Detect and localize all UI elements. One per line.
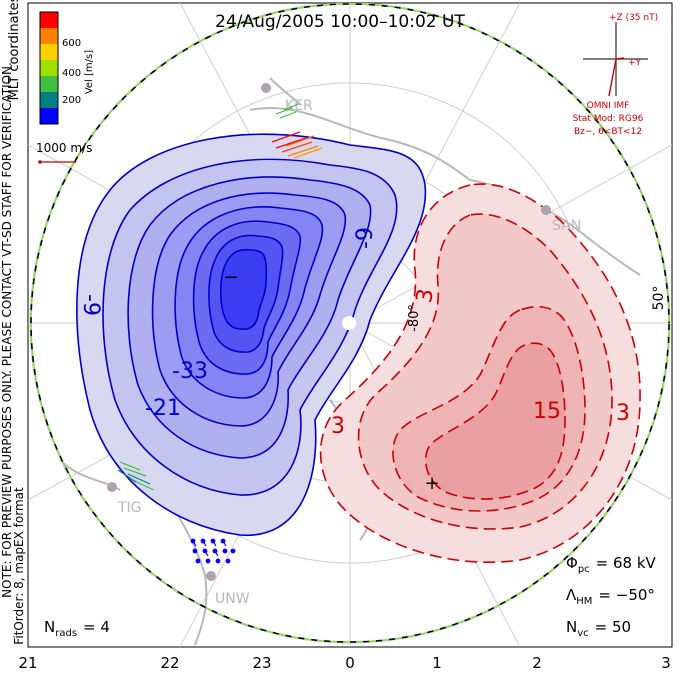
vectors-tig (117, 461, 155, 491)
latitude-label: 50° (651, 286, 667, 311)
hm-boundary-dash (30, 3, 670, 643)
imf-source: OMNI IMF (587, 101, 630, 111)
contour-label-pos: 3 (616, 401, 630, 426)
imf-dial: +Z (35 nT) +Y OMNI IMF Stat Mod: RG96 Bz… (573, 13, 658, 137)
neg-contour-8 (219, 248, 268, 331)
colorbar-segment (40, 44, 58, 60)
min-marker: − (223, 267, 238, 288)
contour-label-neg: -21 (145, 396, 181, 421)
nrads-stat: Nrads = 4 (44, 618, 110, 639)
mlt-axis: 21 22 23 0 1 2 3 (18, 654, 670, 672)
colorbar-tick: 600 (62, 38, 81, 49)
nvc-stat: Nvc = 50 (566, 618, 631, 639)
mlt-tick: 1 (432, 654, 442, 672)
coord-label: MLT coordinates (7, 0, 22, 100)
vectors-ker-upper (275, 103, 299, 119)
mlt-tick: 3 (661, 654, 671, 672)
svg-text:Nrads= 4: Nrads = 4 (44, 618, 110, 639)
latitude-label: -80° (407, 304, 422, 332)
mlt-tick: 2 (532, 654, 542, 672)
colorbar-segment (40, 92, 58, 108)
station-unw: UNW (206, 571, 250, 607)
contour-label-neg: -9 (78, 294, 103, 316)
svg-text:TIG: TIG (117, 500, 142, 516)
station-ker: KER (261, 83, 313, 114)
contour-label-neg: -9 (353, 227, 378, 249)
imf-condition: Bz−, 6<BT<12 (574, 127, 642, 137)
phi-pc-stat: Φpc = 68 kV (566, 554, 657, 575)
map-title: 24/Aug/2005 10:00–10:02 UT (215, 12, 465, 32)
map-statistics: Φpc = 68 kV ΛHM = −50° Nvc = 50 Nrads = 4 (44, 554, 657, 639)
mlt-tick: 23 (252, 654, 271, 672)
contour-label-neg: -33 (172, 359, 208, 384)
preview-note: NOTE: FOR PREVIEW PURPOSES ONLY. PLEASE … (0, 62, 14, 598)
positive-cell (319, 183, 641, 564)
velocity-colorbar: 600 400 200 Vel [m/s] (39, 11, 95, 125)
vectors-ker-lower (271, 131, 323, 159)
contour-label-pos: 3 (331, 414, 345, 439)
contour-label-pos: 3 (412, 287, 439, 305)
pos-contour-4 (424, 342, 566, 500)
radar-stations: KER SAN TIG UNW (107, 83, 581, 607)
pole-marker (342, 316, 356, 330)
mlt-tick: 0 (345, 654, 355, 672)
imf-model: Stat Mod: RG96 (573, 114, 644, 124)
colorbar-label: Vel [m/s] (84, 50, 95, 94)
max-marker: + (424, 473, 439, 494)
contour-label-pos: 15 (533, 399, 561, 424)
positive-contour-labels: 3 15 3 3 (331, 287, 630, 439)
lambda-hm-stat: ΛHM = −50° (566, 586, 655, 607)
mlt-tick: 22 (160, 654, 179, 672)
colorbar-segment (40, 12, 58, 28)
svg-text:SAN: SAN (552, 218, 581, 234)
fit-order-note: FitOrder: 8, mapEX format (12, 487, 26, 645)
svg-text:Nvc= 50: Nvc = 50 (566, 618, 631, 639)
svg-text:ΛHM= −50°: ΛHM = −50° (566, 586, 655, 607)
velocity-vectors (117, 103, 323, 564)
colorbar-segment (40, 76, 58, 92)
mlt-tick: 21 (18, 654, 37, 672)
svg-text:Φpc= 68 kV: Φpc = 68 kV (566, 554, 657, 575)
station-san: SAN (541, 205, 581, 234)
colorbar-tick: 200 (62, 95, 81, 106)
svg-text:1000 m/s: 1000 m/s (36, 141, 92, 155)
imf-y-label: +Y (628, 58, 642, 68)
colorbar-segment (40, 108, 58, 124)
reference-vector: 1000 m/s (36, 141, 92, 164)
svg-text:KER: KER (285, 98, 313, 114)
negative-contour-labels: -9 -9 -33 -21 (78, 227, 378, 421)
colorbar-segment (40, 60, 58, 76)
negative-cell (76, 133, 427, 536)
colorbar-tick: 400 (62, 68, 81, 79)
station-tig: TIG (107, 482, 142, 516)
svg-text:UNW: UNW (215, 591, 250, 607)
vectors-unw (190, 538, 236, 564)
imf-z-label: +Z (35 nT) (609, 13, 658, 23)
colorbar-segment (40, 28, 58, 44)
